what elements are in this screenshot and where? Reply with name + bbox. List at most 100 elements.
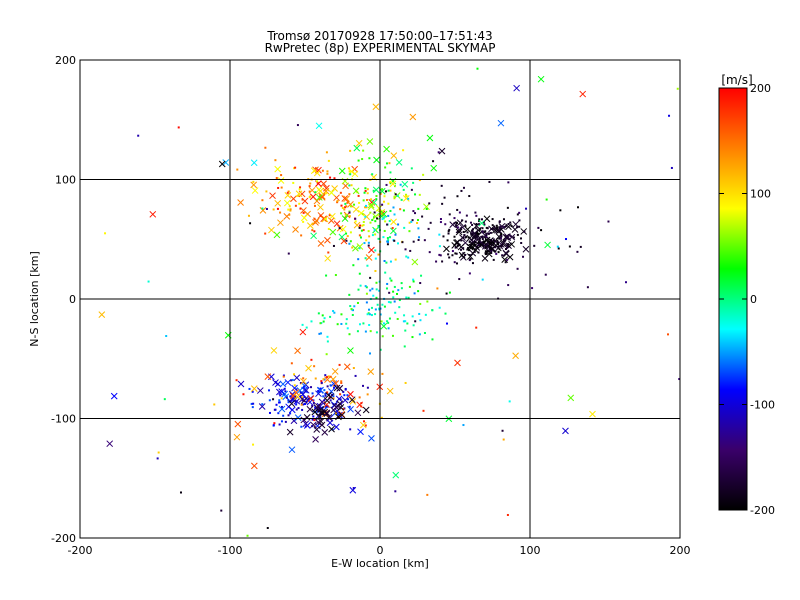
data-point-dot bbox=[516, 267, 519, 270]
data-point-dot bbox=[423, 239, 426, 242]
data-point-dot bbox=[411, 219, 414, 222]
data-point-dot bbox=[499, 225, 502, 228]
data-point-cross bbox=[256, 387, 264, 394]
data-point-dot bbox=[309, 195, 312, 198]
data-point-cross bbox=[274, 165, 282, 173]
data-point-dot bbox=[399, 208, 402, 211]
data-point-cross bbox=[341, 195, 349, 202]
data-point-dot bbox=[498, 237, 501, 240]
data-point-dot bbox=[385, 261, 388, 264]
data-point-dot bbox=[341, 206, 344, 209]
data-point-dot bbox=[362, 220, 365, 223]
data-point-dot bbox=[418, 179, 421, 182]
data-point-dot bbox=[358, 247, 361, 250]
data-point-dot bbox=[346, 235, 349, 238]
data-point-cross bbox=[401, 180, 409, 188]
data-point-dot bbox=[299, 382, 302, 385]
data-point-dot bbox=[358, 201, 361, 204]
data-point-cross bbox=[470, 233, 478, 241]
data-point-dot bbox=[278, 401, 281, 404]
data-point-dot bbox=[533, 244, 536, 247]
data-point-dot bbox=[326, 335, 329, 338]
data-point-dot bbox=[137, 134, 140, 137]
data-point-dot bbox=[502, 218, 505, 221]
data-point-dot bbox=[179, 491, 182, 494]
data-point-dot bbox=[421, 215, 424, 218]
data-point-dot bbox=[349, 173, 352, 176]
data-point-dot bbox=[504, 248, 507, 251]
data-point-dot bbox=[419, 302, 422, 305]
data-point-dot bbox=[423, 332, 426, 335]
data-point-dot bbox=[389, 181, 392, 184]
data-point-dot bbox=[438, 306, 441, 309]
data-point-cross bbox=[313, 197, 321, 205]
data-point-dot bbox=[235, 379, 238, 382]
data-point-dot bbox=[419, 319, 422, 322]
data-point-dot bbox=[445, 292, 448, 295]
data-point-dot bbox=[324, 217, 327, 220]
data-point-dot bbox=[339, 191, 342, 194]
data-point-dot bbox=[336, 323, 339, 326]
data-point-dot bbox=[497, 251, 500, 254]
data-point-dot bbox=[376, 217, 379, 220]
data-point-dot bbox=[286, 191, 289, 194]
data-point-dot bbox=[475, 214, 478, 217]
data-point-dot bbox=[384, 220, 387, 223]
data-point-cross bbox=[289, 390, 296, 398]
data-point-dot bbox=[510, 225, 513, 228]
data-point-dot bbox=[301, 198, 304, 201]
data-point-dot bbox=[377, 237, 380, 240]
data-point-dot bbox=[401, 241, 404, 244]
data-point-dot bbox=[323, 317, 326, 320]
data-point-dot bbox=[392, 296, 395, 299]
data-point-dot bbox=[501, 429, 504, 432]
data-point-cross bbox=[317, 409, 325, 416]
x-tick-label: 200 bbox=[670, 544, 691, 557]
data-point-dot bbox=[332, 397, 335, 400]
data-point-dot bbox=[359, 284, 362, 287]
data-point-dot bbox=[397, 223, 400, 226]
data-point-dot bbox=[312, 402, 315, 405]
data-point-dot bbox=[429, 221, 432, 224]
data-point-dot bbox=[349, 149, 352, 152]
data-point-dot bbox=[305, 326, 308, 329]
data-point-dot bbox=[469, 221, 472, 224]
data-point-dot bbox=[353, 305, 356, 308]
data-point-dot bbox=[399, 183, 402, 186]
data-point-dot bbox=[289, 208, 292, 211]
data-point-cross bbox=[352, 187, 360, 195]
data-point-dot bbox=[252, 180, 255, 183]
data-point-dot bbox=[338, 227, 341, 230]
x-tick-label: 0 bbox=[377, 544, 384, 557]
data-point-dot bbox=[439, 254, 442, 257]
data-point-cross bbox=[325, 414, 333, 421]
data-point-dot bbox=[277, 186, 280, 189]
data-point-cross bbox=[459, 223, 467, 231]
data-point-dot bbox=[268, 389, 271, 392]
data-point-cross bbox=[269, 192, 276, 200]
data-point-dot bbox=[438, 253, 441, 256]
data-point-dot bbox=[314, 406, 317, 409]
data-point-dot bbox=[410, 188, 413, 191]
y-axis: -200 -100 0 100 200 bbox=[51, 54, 680, 545]
data-point-dot bbox=[366, 386, 369, 389]
data-point-dot bbox=[494, 227, 497, 230]
data-point-cross bbox=[348, 396, 356, 404]
data-point-dot bbox=[345, 322, 348, 325]
data-point-cross bbox=[341, 396, 349, 404]
data-point-dot bbox=[387, 239, 390, 242]
data-point-dot bbox=[268, 411, 271, 414]
data-point-cross bbox=[290, 195, 297, 203]
data-point-dot bbox=[311, 222, 314, 225]
data-point-dot bbox=[408, 221, 411, 224]
data-point-cross bbox=[328, 212, 336, 220]
data-point-dot bbox=[487, 232, 490, 235]
data-point-dot bbox=[419, 282, 422, 285]
data-point-dot bbox=[332, 244, 335, 247]
data-point-dot bbox=[441, 202, 444, 205]
data-point-dot bbox=[360, 229, 363, 232]
data-point-cross bbox=[315, 122, 323, 130]
data-point-dot bbox=[456, 226, 459, 229]
data-point-dot bbox=[340, 381, 343, 384]
data-point-dot bbox=[314, 191, 317, 194]
